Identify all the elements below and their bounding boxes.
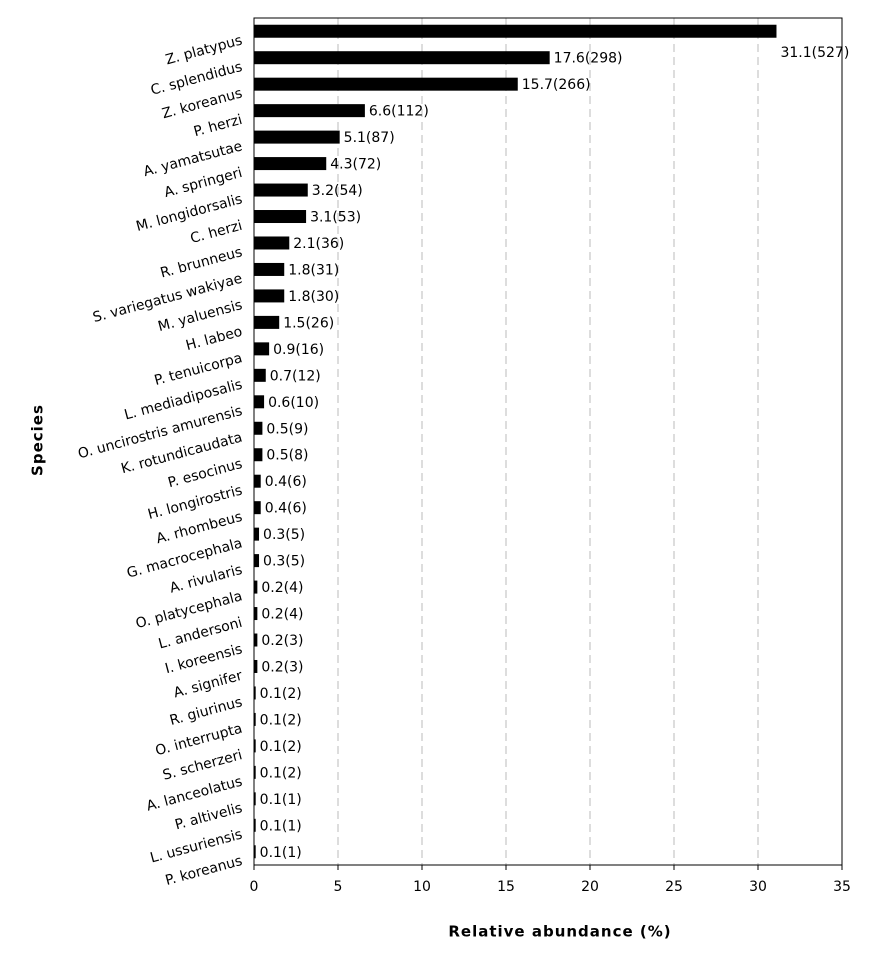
x-tick-label: 35 bbox=[833, 879, 851, 895]
value-label: 4.3(72) bbox=[330, 157, 381, 173]
bar bbox=[254, 712, 256, 726]
value-label: 1.5(26) bbox=[283, 315, 334, 331]
value-label: 5.1(87) bbox=[344, 130, 395, 146]
bar bbox=[254, 580, 258, 594]
bar bbox=[254, 77, 518, 91]
value-label: 31.1(527) bbox=[780, 45, 849, 61]
bar bbox=[254, 157, 327, 171]
bar bbox=[254, 368, 266, 382]
bar bbox=[254, 448, 263, 462]
y-tick-label: P. herzi bbox=[192, 112, 244, 140]
value-label: 0.1(2) bbox=[260, 765, 302, 781]
bar bbox=[254, 421, 263, 435]
bar bbox=[254, 845, 256, 859]
x-tick-label: 0 bbox=[250, 879, 259, 895]
value-label: 0.1(1) bbox=[260, 792, 302, 808]
bar bbox=[254, 24, 777, 38]
value-label: 3.1(53) bbox=[310, 210, 361, 226]
bar bbox=[254, 554, 260, 568]
bar bbox=[254, 183, 308, 197]
value-label: 0.2(3) bbox=[261, 659, 303, 675]
plot-frame bbox=[253, 17, 843, 866]
value-label: 0.3(5) bbox=[263, 527, 305, 543]
value-label: 0.2(4) bbox=[261, 607, 303, 623]
bar bbox=[254, 51, 550, 65]
value-label: 0.2(3) bbox=[261, 633, 303, 649]
bar bbox=[254, 342, 270, 356]
x-tick-label: 5 bbox=[334, 879, 343, 895]
y-axis-title: Species bbox=[29, 404, 47, 476]
x-tick-label: 25 bbox=[665, 879, 683, 895]
bar bbox=[254, 607, 258, 621]
value-label: 15.7(266) bbox=[522, 77, 591, 93]
value-label: 0.1(2) bbox=[260, 739, 302, 755]
bar bbox=[254, 104, 365, 118]
value-label: 0.2(4) bbox=[261, 580, 303, 596]
bar bbox=[254, 765, 256, 779]
bar bbox=[254, 527, 260, 541]
bar bbox=[254, 501, 261, 515]
value-label: 0.4(6) bbox=[265, 501, 307, 517]
value-label: 6.6(112) bbox=[369, 104, 429, 120]
x-tick-label: 20 bbox=[581, 879, 599, 895]
x-tick-label: 10 bbox=[413, 879, 431, 895]
x-axis-title: Relative abundance (%) bbox=[448, 923, 671, 941]
value-label: 0.1(1) bbox=[260, 818, 302, 834]
bar bbox=[254, 792, 256, 806]
value-label: 2.1(36) bbox=[293, 236, 344, 252]
bar bbox=[254, 210, 307, 224]
bar bbox=[254, 289, 285, 303]
value-label: 1.8(30) bbox=[288, 289, 339, 305]
value-label: 0.9(16) bbox=[273, 342, 324, 358]
value-label: 17.6(298) bbox=[554, 51, 623, 67]
x-tick-label: 15 bbox=[497, 879, 515, 895]
bar bbox=[254, 236, 290, 250]
value-label: 0.1(2) bbox=[260, 686, 302, 702]
bar bbox=[254, 739, 256, 753]
bar bbox=[254, 315, 280, 329]
value-label: 0.5(8) bbox=[266, 448, 308, 464]
value-label: 1.8(31) bbox=[288, 262, 339, 278]
y-tick-label: H. labeo bbox=[184, 324, 244, 354]
bar bbox=[254, 686, 256, 700]
bar bbox=[254, 633, 258, 647]
bar bbox=[254, 395, 265, 409]
bar bbox=[254, 474, 261, 488]
value-label: 3.2(54) bbox=[312, 183, 363, 199]
bar bbox=[254, 262, 285, 276]
x-tick-label: 30 bbox=[749, 879, 767, 895]
bar bbox=[254, 130, 340, 144]
value-label: 0.5(9) bbox=[266, 421, 308, 437]
value-label: 0.1(1) bbox=[260, 845, 302, 861]
y-tick-label: C. herzi bbox=[189, 218, 244, 247]
value-label: 0.1(2) bbox=[260, 712, 302, 728]
value-label: 0.7(12) bbox=[270, 368, 321, 384]
bar bbox=[254, 659, 258, 673]
value-label: 0.3(5) bbox=[263, 554, 305, 570]
value-label: 0.6(10) bbox=[268, 395, 319, 411]
value-label: 0.4(6) bbox=[265, 474, 307, 490]
bar bbox=[254, 818, 256, 832]
